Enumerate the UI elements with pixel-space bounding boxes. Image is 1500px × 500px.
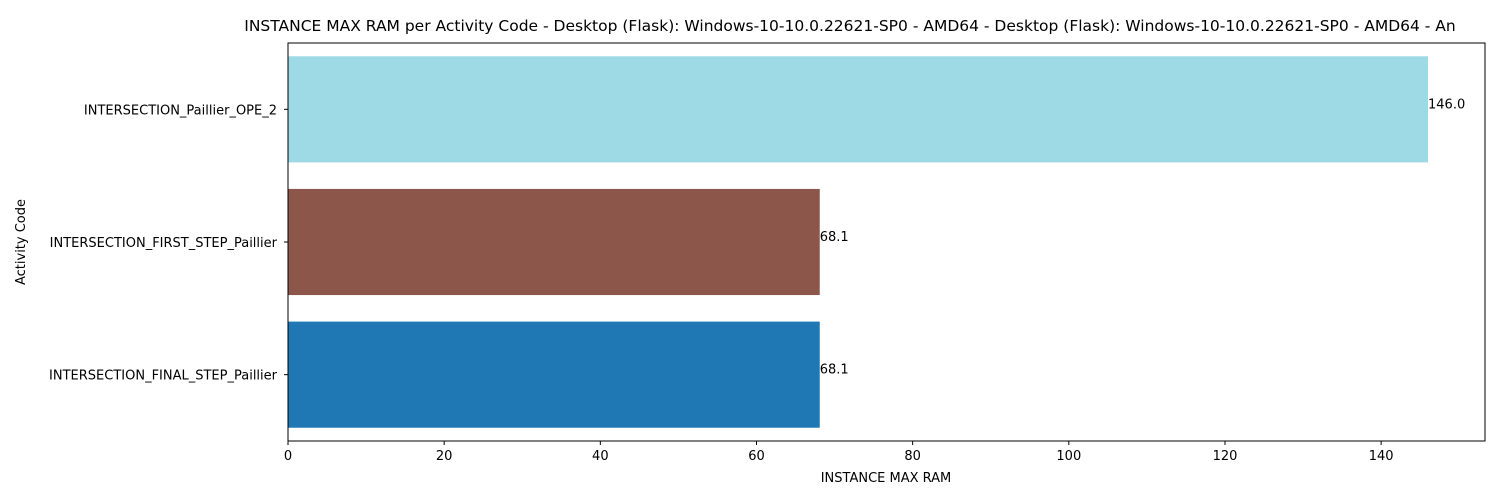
x-axis-ticks: 0 20 40 60 80 100 120 140 xyxy=(284,441,1394,464)
data-label: 146.0 xyxy=(1428,97,1465,112)
chart-title: INSTANCE MAX RAM per Activity Code - Des… xyxy=(244,17,1455,35)
data-label: 68.1 xyxy=(820,230,849,245)
bars-group xyxy=(288,56,1428,428)
y-axis-label: Activity Code xyxy=(14,199,29,285)
x-tick-label: 20 xyxy=(436,449,453,464)
y-axis-ticks: INTERSECTION_FINAL_STEP_Paillier INTERSEC… xyxy=(49,103,288,384)
bar-INTERSECTION_FIRST_STEP_Paillier xyxy=(288,188,820,296)
x-tick-label: 140 xyxy=(1369,449,1394,464)
x-tick-label: 80 xyxy=(904,449,921,464)
x-tick-label: 100 xyxy=(1056,449,1081,464)
bar-INTERSECTION_FINAL_STEP_Paillier xyxy=(288,321,820,428)
x-tick-label: 60 xyxy=(748,449,765,464)
x-tick-label: 40 xyxy=(592,449,609,464)
x-axis-label: INSTANCE MAX RAM xyxy=(821,471,952,486)
data-labels-group: 68.1 68.1 146.0 xyxy=(820,97,1465,377)
data-label: 68.1 xyxy=(820,363,849,378)
x-tick-label: 120 xyxy=(1213,449,1238,464)
bar-INTERSECTION_Paillier_OPE_2 xyxy=(288,56,1428,163)
x-tick-label: 0 xyxy=(284,449,292,464)
y-tick-label: INTERSECTION_FINAL_STEP_Paillier xyxy=(49,369,278,384)
y-tick-label: INTERSECTION_Paillier_OPE_2 xyxy=(84,103,277,118)
y-tick-label: INTERSECTION_FIRST_STEP_Paillier xyxy=(50,236,278,251)
